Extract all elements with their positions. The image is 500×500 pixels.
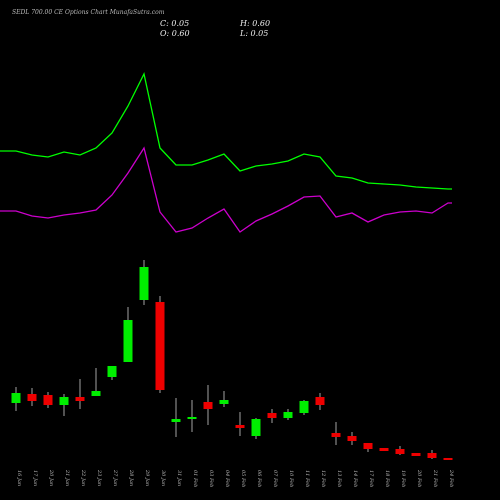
candle-body: [315, 397, 325, 405]
candle-body: [267, 413, 277, 418]
x-tick-label: 16 Jan: [16, 470, 22, 486]
x-tick-label: 11 Feb: [304, 470, 310, 487]
x-tick-label: 24 Feb: [448, 469, 454, 487]
candle-body: [219, 400, 229, 404]
x-tick-label: 10 Feb: [288, 470, 294, 487]
candle-body: [91, 391, 101, 396]
candle-body: [331, 433, 341, 437]
candle-body: [251, 419, 261, 436]
x-tick-label: 06 Feb: [256, 470, 262, 487]
candle-body: [155, 302, 165, 390]
candle-body: [27, 394, 37, 401]
candle-body: [411, 453, 421, 456]
candle-body: [59, 397, 69, 405]
x-tick-label: 21 Feb: [432, 469, 438, 487]
x-tick-label: 23 Jan: [96, 469, 102, 486]
indicator-line: [0, 72, 452, 190]
candle-body: [379, 448, 389, 451]
ohlc-low: L: 0.05: [239, 29, 268, 38]
candle-body: [171, 419, 181, 422]
x-tick-label: 29 Jan: [144, 469, 150, 486]
x-tick-label: 30 Jan: [160, 470, 166, 486]
x-tick-label: 27 Jan: [112, 469, 118, 486]
ohlc-open: O: 0.60: [160, 29, 190, 38]
candle-body: [427, 453, 437, 458]
candle-body: [75, 397, 85, 401]
candle-body: [443, 458, 453, 460]
x-tick-label: 05 Feb: [240, 470, 246, 487]
x-tick-label: 14 Feb: [352, 470, 358, 487]
x-tick-label: 28 Jan: [128, 469, 134, 486]
x-tick-label: 12 Feb: [320, 470, 326, 487]
x-tick-label: 17 Jan: [32, 470, 38, 486]
candle-body: [395, 449, 405, 454]
candle-body: [123, 320, 133, 362]
x-tick-label: 20 Jan: [48, 469, 54, 486]
x-tick-label: 13 Feb: [336, 470, 342, 487]
candle-body: [347, 436, 357, 441]
candle-body: [139, 267, 149, 300]
x-tick-label: 03 Feb: [208, 470, 214, 487]
x-tick-label: 04 Feb: [224, 470, 230, 487]
x-tick-label: 19 Feb: [400, 470, 406, 487]
x-tick-label: 20 Feb: [416, 469, 422, 487]
x-tick-label: 17 Feb: [368, 470, 374, 487]
indicator-line: [0, 146, 452, 233]
candle-body: [283, 412, 293, 418]
x-tick-label: 31 Jan: [176, 470, 182, 486]
candle-body: [187, 417, 197, 419]
candle-body: [299, 401, 309, 413]
x-tick-label: 22 Jan: [80, 469, 86, 486]
x-tick-label: 18 Feb: [384, 470, 390, 487]
x-tick-label: 01 Feb: [192, 470, 198, 487]
candle-body: [203, 402, 213, 409]
candle-body: [43, 395, 53, 405]
candle-body: [107, 366, 117, 377]
candle-body: [363, 443, 373, 449]
x-tick-label: 21 Jan: [64, 469, 70, 486]
chart-title: SEDL 700.00 CE Options Chart MunafaSutra…: [12, 9, 165, 16]
ohlc-high: H: 0.60: [239, 19, 270, 28]
ohlc-close: C: 0.05: [160, 19, 189, 28]
candle-body: [235, 425, 245, 428]
candle-body: [11, 393, 21, 403]
x-tick-label: 07 Feb: [272, 470, 278, 487]
